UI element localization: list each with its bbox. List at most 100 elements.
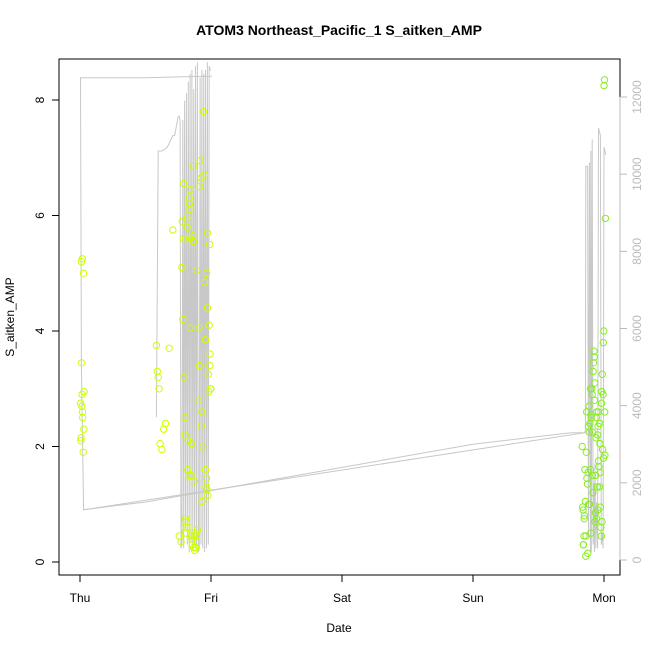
data-point <box>590 396 599 404</box>
data-point <box>583 480 592 488</box>
data-point <box>186 185 195 194</box>
data-point <box>181 413 189 422</box>
data-point <box>585 500 593 508</box>
data-point <box>588 428 597 436</box>
data-point <box>592 434 600 442</box>
data-point <box>205 240 214 249</box>
data-point <box>205 321 213 329</box>
data-point <box>600 76 609 84</box>
data-point <box>189 232 197 240</box>
data-point <box>195 361 203 370</box>
data-point <box>582 448 590 456</box>
data-point <box>196 156 204 165</box>
data-point <box>598 517 606 526</box>
series-line-3 <box>83 432 585 511</box>
data-point <box>196 182 204 191</box>
data-point <box>595 419 604 428</box>
data-point <box>588 471 597 480</box>
data-point <box>202 269 211 277</box>
x-tick-label: Mon <box>592 591 615 605</box>
data-point <box>201 336 210 344</box>
data-point <box>595 483 604 491</box>
data-point <box>584 549 592 557</box>
data-point <box>591 379 599 387</box>
data-point <box>586 419 594 428</box>
y-tick-label: 0 <box>33 558 47 565</box>
data-point <box>183 223 192 231</box>
data-point <box>582 532 590 540</box>
data-point <box>201 465 210 474</box>
data-point <box>578 442 586 451</box>
data-point <box>599 454 608 462</box>
data-point <box>204 370 213 378</box>
x-tick-label: Thu <box>70 591 91 605</box>
data-point <box>589 359 598 367</box>
point-layer <box>76 76 610 560</box>
x-tick-label: Sat <box>333 591 352 605</box>
data-point <box>200 107 208 116</box>
data-point <box>184 465 192 474</box>
data-point <box>77 258 86 266</box>
y2-tick-label: 12000 <box>630 80 644 114</box>
data-point <box>185 206 193 214</box>
data-point <box>578 503 587 511</box>
data-point <box>179 315 187 324</box>
data-point <box>583 474 591 482</box>
data-point <box>590 347 598 355</box>
data-point <box>597 532 605 540</box>
chart-title: ATOM3 Northeast_Pacific_1 S_aitken_AMP <box>196 22 482 38</box>
data-point <box>598 445 607 454</box>
data-point <box>198 497 206 506</box>
data-point <box>195 324 203 332</box>
data-point <box>192 266 201 275</box>
data-point <box>198 408 206 416</box>
data-point <box>189 237 198 246</box>
data-point <box>78 408 87 416</box>
data-point <box>589 489 597 497</box>
data-point <box>585 428 593 436</box>
data-point <box>182 515 190 523</box>
data-point <box>180 373 188 381</box>
y2-tick-label: 2000 <box>630 469 644 496</box>
data-point <box>161 419 170 428</box>
data-point <box>181 234 190 243</box>
data-point <box>178 217 187 226</box>
series-line-4 <box>80 75 213 79</box>
data-point <box>585 402 593 410</box>
data-point <box>187 471 195 480</box>
line-layer <box>80 62 607 553</box>
x-tick-label: Sun <box>462 591 483 605</box>
data-point <box>180 180 188 188</box>
data-point <box>202 474 211 482</box>
y-axis-label: S_aitken_AMP <box>3 277 17 356</box>
data-point <box>189 543 198 552</box>
data-point <box>199 442 207 451</box>
y-tick-label: 8 <box>33 96 47 103</box>
data-point <box>153 367 162 376</box>
data-point <box>152 341 161 350</box>
data-point <box>190 162 198 171</box>
data-point <box>191 543 200 552</box>
data-point <box>184 523 192 532</box>
data-point <box>594 506 602 514</box>
data-point <box>186 324 195 332</box>
x-axis-label: Date <box>326 621 352 635</box>
data-point <box>597 399 606 407</box>
data-point <box>181 431 189 439</box>
data-point <box>78 402 86 410</box>
y-tick-label: 4 <box>33 327 47 334</box>
data-point <box>80 425 88 433</box>
data-point <box>599 338 607 347</box>
data-point <box>187 439 195 448</box>
data-point <box>200 171 209 179</box>
data-point <box>177 538 185 546</box>
data-point <box>77 437 85 445</box>
data-point <box>600 327 608 335</box>
data-point <box>587 411 595 419</box>
data-point <box>586 385 595 393</box>
y2-tick-label: 8000 <box>630 238 644 265</box>
data-point <box>596 439 604 448</box>
plot-frame <box>58 58 621 576</box>
data-point <box>580 515 588 523</box>
data-point <box>592 515 601 523</box>
